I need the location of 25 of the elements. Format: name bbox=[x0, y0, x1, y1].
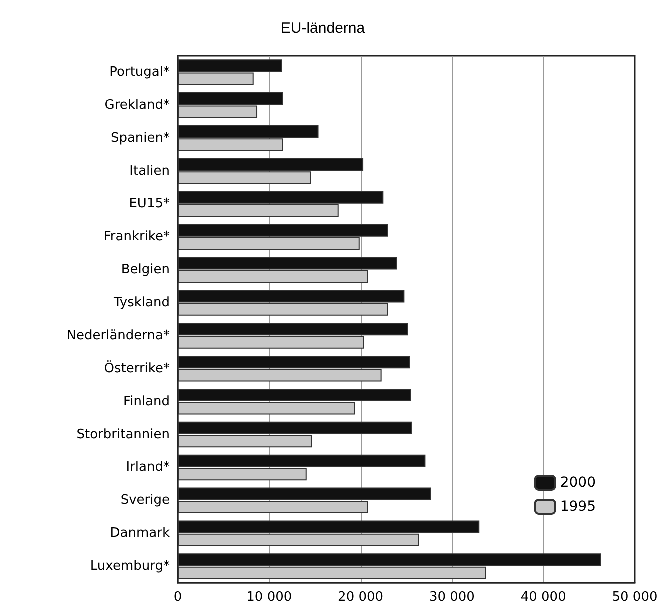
y-tick-label: Spanien* bbox=[110, 130, 170, 146]
y-tick-label: Finland bbox=[124, 394, 170, 410]
y-tick-label: Danmark bbox=[110, 526, 170, 542]
x-tick-label: 0 bbox=[174, 590, 182, 605]
legend-label: 1995 bbox=[560, 499, 596, 515]
y-tick-label: Nederländerna* bbox=[66, 328, 170, 344]
x-tick-label: 40 000 bbox=[520, 590, 566, 605]
y-tick-label: Frankrike* bbox=[104, 230, 170, 245]
chart-title: EU-länderna bbox=[280, 20, 366, 37]
legend-label: 2000 bbox=[560, 475, 596, 491]
y-tick-label: Luxemburg* bbox=[90, 559, 170, 574]
y-tick-label: Irland* bbox=[126, 460, 170, 476]
y-tick-label: Grekland* bbox=[104, 98, 170, 113]
x-tick-label: 20 000 bbox=[338, 590, 384, 605]
x-tick-label: 30 000 bbox=[429, 590, 475, 605]
x-tick-label: 50 000 bbox=[612, 590, 658, 605]
y-tick-label: Österrike* bbox=[104, 360, 170, 376]
x-tick-label: 10 000 bbox=[246, 590, 292, 605]
y-tick-label: Sverige bbox=[120, 493, 170, 508]
y-tick-label: Italien bbox=[130, 164, 170, 179]
y-tick-label: Storbritannien bbox=[76, 427, 170, 442]
y-tick-label: Belgien bbox=[121, 262, 170, 278]
y-tick-label: Tyskland bbox=[113, 296, 170, 311]
y-tick-label: Portugal* bbox=[110, 64, 170, 80]
y-tick-label: EU15* bbox=[129, 196, 170, 212]
